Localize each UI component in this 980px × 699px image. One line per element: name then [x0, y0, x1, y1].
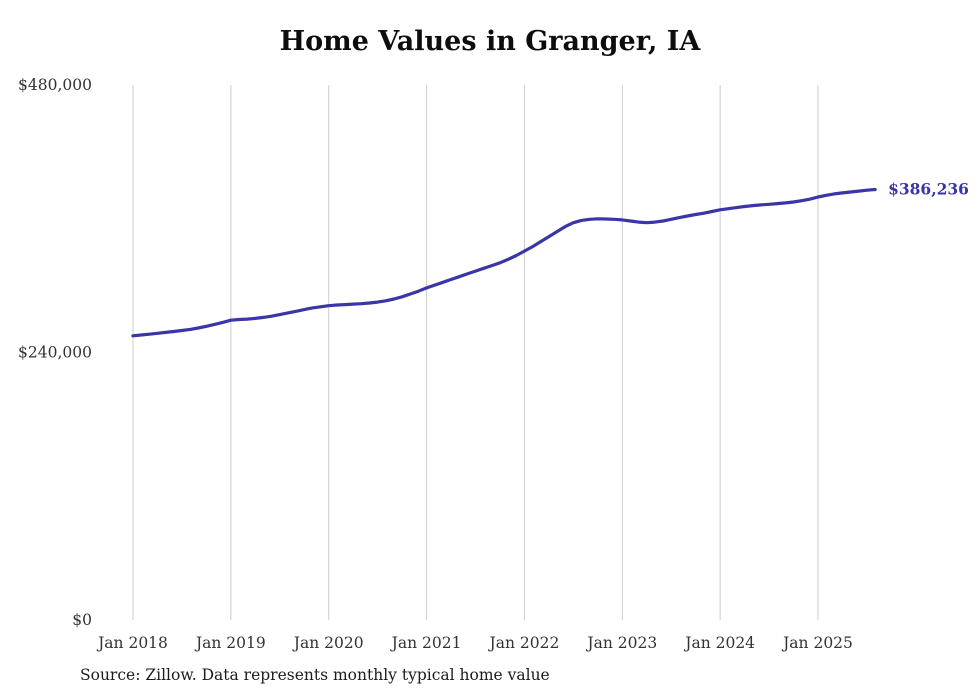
- y-axis-tick-label: $480,000: [18, 76, 92, 94]
- x-axis-tick-label: Jan 2025: [781, 634, 853, 652]
- x-axis-tick-label: Jan 2021: [390, 634, 462, 652]
- x-axis-tick-label: Jan 2022: [488, 634, 560, 652]
- x-axis-tick-label: Jan 2023: [585, 634, 657, 652]
- y-axis-tick-label: $0: [72, 611, 92, 629]
- y-axis-tick-label: $240,000: [18, 344, 92, 362]
- x-axis-tick-label: Jan 2024: [683, 634, 755, 652]
- chart-title: Home Values in Granger, IA: [279, 26, 701, 57]
- x-axis-tick-label: Jan 2020: [292, 634, 364, 652]
- source-note: Source: Zillow. Data represents monthly …: [80, 666, 550, 684]
- x-axis-tick-label: Jan 2018: [96, 634, 168, 652]
- x-axis-tick-label: Jan 2019: [194, 634, 266, 652]
- home-value-line: [131, 187, 877, 338]
- end-value-label: $386,236: [888, 180, 969, 199]
